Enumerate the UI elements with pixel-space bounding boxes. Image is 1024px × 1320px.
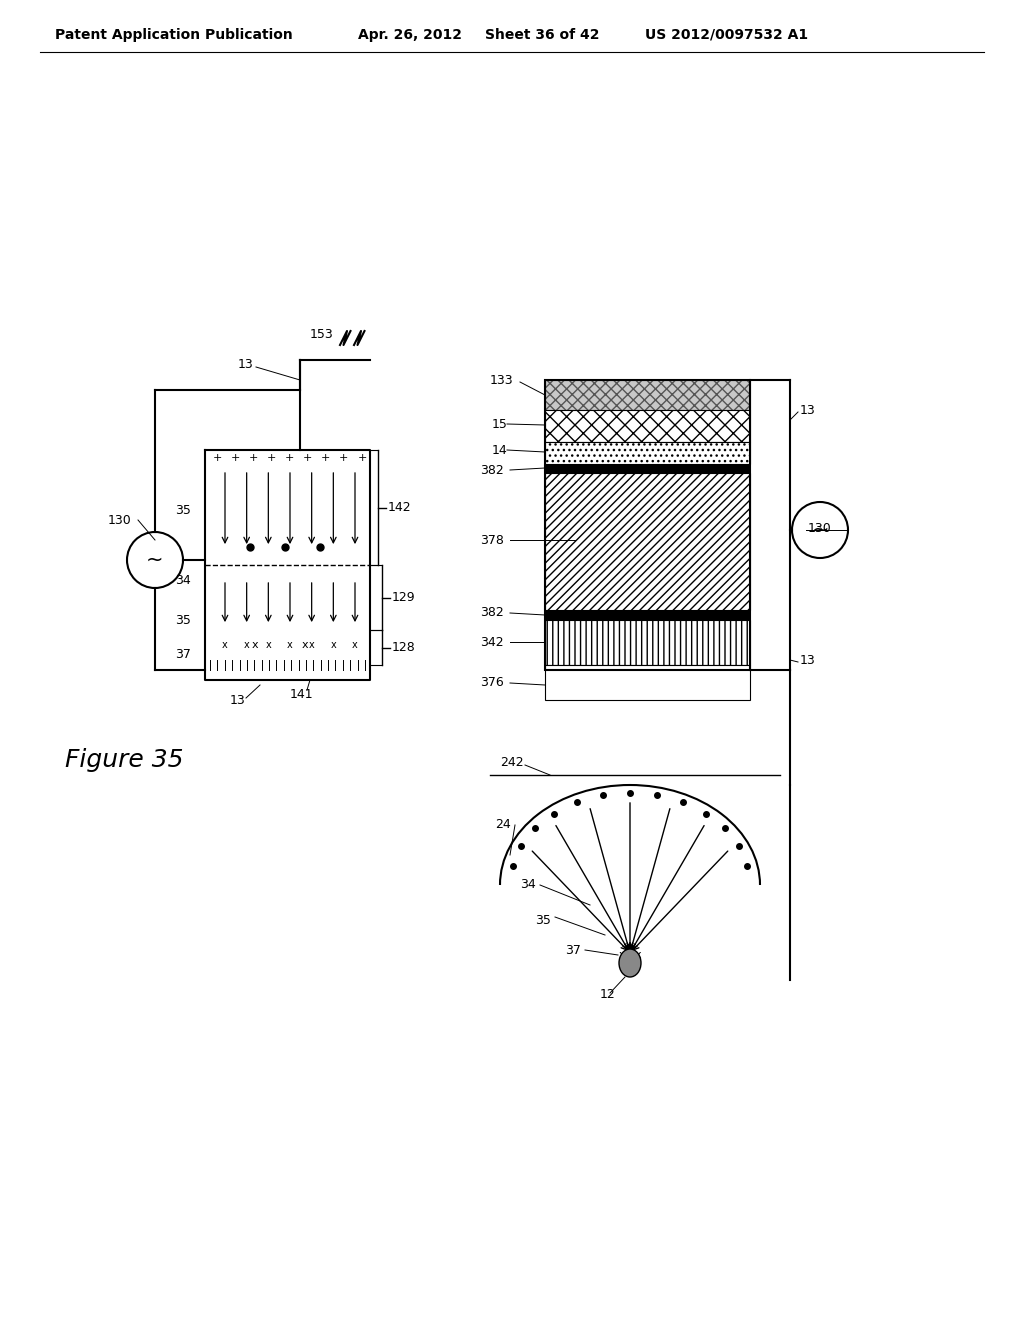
Text: +: + xyxy=(303,453,312,463)
Bar xyxy=(545,620,750,665)
Text: 242: 242 xyxy=(500,756,523,770)
Text: 141: 141 xyxy=(290,689,313,701)
Bar xyxy=(545,380,750,671)
Text: 128: 128 xyxy=(392,642,416,653)
Text: x: x xyxy=(265,640,271,649)
Text: x: x xyxy=(618,950,626,960)
Text: +: + xyxy=(285,453,294,463)
Text: 13: 13 xyxy=(800,404,816,417)
Text: x: x xyxy=(252,640,258,649)
Text: +: + xyxy=(249,453,258,463)
Text: 382: 382 xyxy=(480,463,504,477)
Text: 15: 15 xyxy=(492,417,508,430)
Bar xyxy=(545,465,750,473)
Bar xyxy=(545,442,750,465)
Text: 382: 382 xyxy=(480,606,504,619)
Text: x: x xyxy=(627,942,633,952)
Text: 13: 13 xyxy=(230,693,246,706)
Text: Apr. 26, 2012: Apr. 26, 2012 xyxy=(358,28,462,42)
Text: 153: 153 xyxy=(310,329,334,342)
Text: 34: 34 xyxy=(175,573,190,586)
Text: ~: ~ xyxy=(146,550,164,570)
Text: x: x xyxy=(635,950,641,960)
Text: +: + xyxy=(230,453,240,463)
Text: Patent Application Publication: Patent Application Publication xyxy=(55,28,293,42)
Text: +: + xyxy=(322,453,331,463)
Text: 130: 130 xyxy=(108,513,132,527)
Text: 35: 35 xyxy=(535,913,551,927)
Text: 12: 12 xyxy=(600,989,615,1002)
Text: 129: 129 xyxy=(392,591,416,605)
Text: x: x xyxy=(287,640,293,649)
Text: +: + xyxy=(339,453,348,463)
Text: +: + xyxy=(212,453,221,463)
Bar xyxy=(545,411,750,442)
Text: +: + xyxy=(266,453,276,463)
Text: 34: 34 xyxy=(520,879,536,891)
Bar xyxy=(545,665,750,700)
Text: x: x xyxy=(244,640,250,649)
Text: 133: 133 xyxy=(490,374,514,387)
Text: 13: 13 xyxy=(800,653,816,667)
Text: 35: 35 xyxy=(175,614,190,627)
Bar xyxy=(545,380,750,411)
Text: 35: 35 xyxy=(175,503,190,516)
Text: 37: 37 xyxy=(565,944,581,957)
Text: x: x xyxy=(309,640,314,649)
Ellipse shape xyxy=(618,949,641,977)
Text: x: x xyxy=(331,640,336,649)
Text: x: x xyxy=(302,640,308,649)
Text: 376: 376 xyxy=(480,676,504,689)
Text: US 2012/0097532 A1: US 2012/0097532 A1 xyxy=(645,28,808,42)
Bar xyxy=(545,610,750,620)
Text: +: + xyxy=(357,453,367,463)
Text: ~: ~ xyxy=(811,520,828,540)
Text: 13: 13 xyxy=(238,359,254,371)
Text: 142: 142 xyxy=(388,502,412,513)
Text: 24: 24 xyxy=(495,818,511,832)
Text: 14: 14 xyxy=(492,444,508,457)
Text: Figure 35: Figure 35 xyxy=(65,748,183,772)
Bar xyxy=(545,473,750,610)
Text: 342: 342 xyxy=(480,635,504,648)
Text: 130: 130 xyxy=(808,521,831,535)
Text: x: x xyxy=(352,640,357,649)
Text: 378: 378 xyxy=(480,533,504,546)
Text: 37: 37 xyxy=(175,648,190,661)
Text: x: x xyxy=(222,640,228,649)
Text: Sheet 36 of 42: Sheet 36 of 42 xyxy=(485,28,599,42)
